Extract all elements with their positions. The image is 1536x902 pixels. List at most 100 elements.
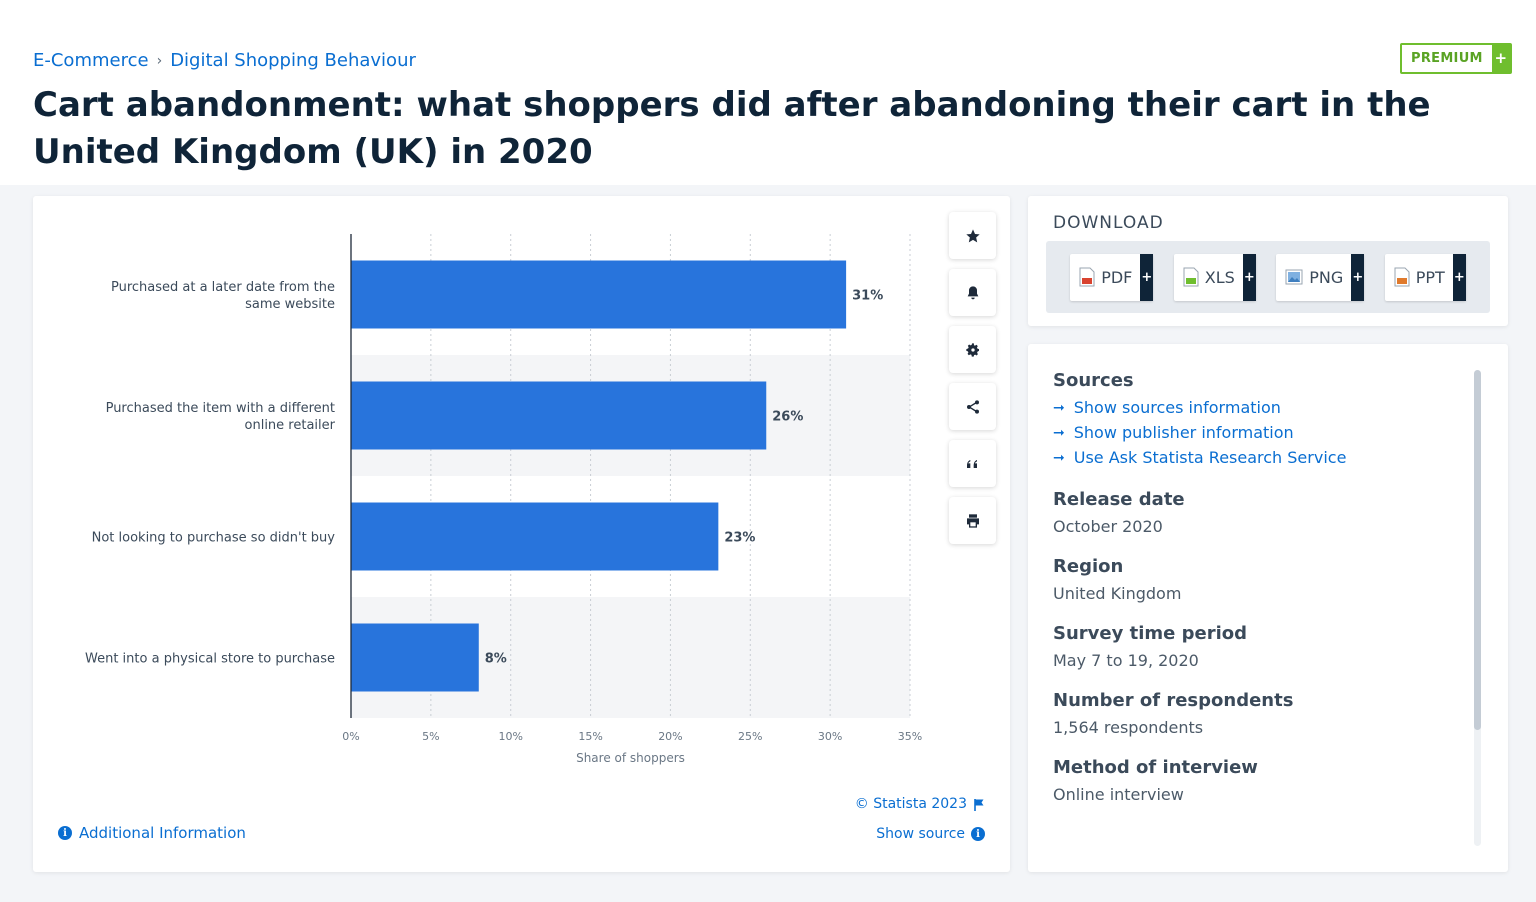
download-ppt-label: PPT [1415, 267, 1445, 287]
arrow-right-icon: ➞ [1053, 399, 1065, 416]
share-button[interactable] [949, 383, 996, 430]
x-tick-label: 30% [818, 730, 842, 743]
breadcrumb: E-Commerce › Digital Shopping Behaviour [33, 50, 416, 71]
survey-period-value: May 7 to 19, 2020 [1053, 651, 1199, 670]
statistic-details-card: Sources ➞ Show sources information ➞ Sho… [1028, 344, 1508, 872]
print-icon [966, 513, 979, 528]
download-ppt-plus: + [1452, 253, 1466, 301]
arrow-right-icon: ➞ [1053, 449, 1065, 466]
premium-plus: + [1491, 45, 1510, 72]
data-label: 26% [772, 410, 803, 425]
premium-label: PREMIUM [1411, 51, 1483, 66]
download-png-button[interactable]: PNG + [1276, 253, 1365, 301]
x-tick-label: 0% [342, 730, 359, 743]
download-pdf-main: PDF [1070, 254, 1140, 301]
breadcrumb-digital-shopping[interactable]: Digital Shopping Behaviour [170, 50, 416, 71]
x-tick-label: 20% [658, 730, 682, 743]
favorite-button[interactable] [949, 212, 996, 259]
region-heading: Region [1053, 556, 1124, 577]
pdf-file-icon [1079, 267, 1095, 287]
region-value: United Kingdom [1053, 584, 1182, 603]
category-label: Went into a physical store to purchase [85, 652, 335, 667]
ask-statista-link[interactable]: ➞ Use Ask Statista Research Service [1053, 448, 1463, 467]
share-icon [966, 399, 979, 414]
page-header: E-Commerce › Digital Shopping Behaviour … [0, 0, 1536, 185]
x-axis-label: Share of shoppers [576, 751, 685, 765]
download-pdf-label: PDF [1101, 267, 1133, 287]
respondents-value: 1,564 respondents [1053, 718, 1204, 737]
data-label: 23% [724, 531, 755, 546]
ppt-file-icon [1394, 267, 1410, 287]
release-date-value: October 2020 [1053, 517, 1163, 536]
category-label: online retailer [245, 418, 336, 433]
respondents-heading: Number of respondents [1053, 690, 1294, 711]
quote-icon [966, 459, 977, 468]
notification-button[interactable] [949, 269, 996, 316]
x-tick-label: 15% [578, 730, 602, 743]
x-tick-label: 35% [898, 730, 922, 743]
x-tick-label: 10% [498, 730, 522, 743]
additional-information-label: Additional Information [79, 824, 246, 842]
chart-toolbar [949, 212, 996, 544]
download-xls-button[interactable]: XLS + [1173, 253, 1256, 301]
bar [351, 502, 719, 571]
interview-method-heading: Method of interview [1053, 757, 1258, 778]
download-xls-main: XLS [1174, 254, 1243, 301]
data-label: 31% [852, 289, 883, 304]
sources-heading: Sources [1053, 370, 1134, 391]
show-source-link[interactable]: Show source i [876, 826, 985, 842]
star-icon [965, 228, 980, 242]
download-pdf-button[interactable]: PDF + [1070, 253, 1154, 301]
download-xls-plus: + [1242, 253, 1256, 301]
download-buttons: PDF + XLS + PNG + PPT + [1046, 241, 1490, 313]
show-sources-label: Show sources information [1073, 398, 1281, 417]
bell-icon [967, 285, 978, 299]
x-tick-label: 25% [738, 730, 762, 743]
settings-button[interactable] [949, 326, 996, 373]
ask-statista-label: Use Ask Statista Research Service [1073, 448, 1347, 467]
category-label: Purchased the item with a different [106, 401, 335, 416]
show-sources-link[interactable]: ➞ Show sources information [1053, 398, 1463, 417]
bar [351, 260, 847, 329]
category-label: Not looking to purchase so didn't buy [92, 531, 336, 546]
cite-button[interactable] [949, 440, 996, 487]
bar [351, 381, 767, 450]
page-title: Cart abandonment: what shoppers did afte… [33, 85, 1431, 172]
statistic-details: Sources ➞ Show sources information ➞ Sho… [1053, 370, 1463, 824]
arrow-right-icon: ➞ [1053, 424, 1065, 441]
bar-chart: 31% Purchased at a later date from the sam… [85, 234, 922, 765]
show-publisher-link[interactable]: ➞ Show publisher information [1053, 423, 1463, 442]
details-scrollbar-thumb[interactable] [1474, 370, 1481, 730]
print-button[interactable] [949, 497, 996, 544]
chart-card: 31% Purchased at a later date from the sam… [33, 196, 1010, 872]
interview-method-value: Online interview [1053, 785, 1184, 804]
download-ppt-button[interactable]: PPT + [1384, 253, 1466, 301]
gear-icon [965, 342, 979, 357]
download-png-plus: + [1351, 253, 1365, 301]
survey-period-heading: Survey time period [1053, 623, 1247, 644]
premium-badge[interactable]: PREMIUM + [1400, 43, 1512, 74]
download-pdf-plus: + [1140, 253, 1154, 301]
download-xls-label: XLS [1204, 267, 1235, 287]
statista-credit[interactable]: © Statista 2023 [855, 796, 985, 812]
png-file-icon [1285, 269, 1303, 285]
credit-text: © Statista 2023 [854, 796, 967, 812]
breadcrumb-separator: › [156, 52, 163, 69]
category-label: same website [245, 297, 335, 312]
bar [351, 623, 479, 692]
xls-file-icon [1183, 267, 1199, 287]
download-ppt-main: PPT [1385, 254, 1453, 301]
show-source-label: Show source [876, 826, 965, 842]
download-card: DOWNLOAD PDF + XLS + PNG + [1028, 196, 1508, 326]
x-tick-label: 5% [422, 730, 439, 743]
flag-icon [974, 798, 984, 811]
info-icon: i [971, 827, 985, 841]
show-publisher-label: Show publisher information [1073, 423, 1294, 442]
category-label: Purchased at a later date from the [111, 280, 335, 295]
download-png-label: PNG [1309, 267, 1344, 287]
download-png-main: PNG [1276, 254, 1351, 301]
release-date-heading: Release date [1053, 489, 1185, 510]
breadcrumb-ecommerce[interactable]: E-Commerce [33, 50, 149, 71]
download-title: DOWNLOAD [1053, 213, 1164, 233]
additional-information-link[interactable]: i Additional Information [58, 824, 246, 842]
